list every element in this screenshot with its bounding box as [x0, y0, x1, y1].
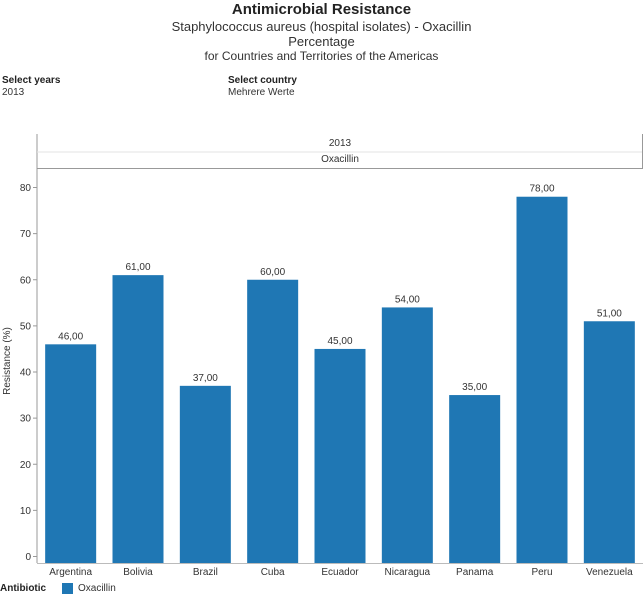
bar-venezuela[interactable]: [583, 321, 635, 563]
bar-nicaragua[interactable]: [381, 307, 433, 563]
data-label-panama: 35,00: [462, 382, 487, 393]
bar-cuba[interactable]: [247, 279, 299, 563]
y-tick-label: 30: [20, 414, 32, 425]
y-tick-label: 40: [20, 368, 32, 379]
data-label-nicaragua: 54,00: [395, 294, 420, 305]
y-tick-label: 50: [20, 321, 32, 332]
chart-header: Antimicrobial Resistance Staphylococcus …: [0, 0, 643, 63]
filter-country-value[interactable]: Mehrere Werte: [228, 87, 295, 98]
data-label-bolivia: 61,00: [125, 262, 150, 273]
x-axis: Argentina Bolivia Brazil Cuba Ecuador Nicarag…: [49, 567, 633, 578]
x-tick-label-venezuela: Venezuela: [586, 567, 633, 578]
bar-bolivia[interactable]: [112, 275, 164, 563]
y-axis: 0 10 20 30 40 50 60 70 80: [20, 183, 37, 563]
y-tick-label: 10: [20, 506, 32, 517]
filter-years-value[interactable]: 2013: [2, 87, 25, 98]
x-tick-label-cuba: Cuba: [261, 567, 285, 578]
bar-brazil[interactable]: [179, 385, 231, 563]
bar-peru[interactable]: [516, 196, 568, 563]
filter-years-label: Select years: [2, 75, 61, 86]
legend-swatch[interactable]: [62, 583, 73, 594]
x-tick-label-nicaragua: Nicaragua: [385, 567, 431, 578]
y-tick-label: 80: [20, 183, 32, 194]
data-label-peru: 78,00: [529, 184, 554, 195]
x-tick-label-bolivia: Bolivia: [123, 567, 153, 578]
filter-years[interactable]: Select years 2013: [2, 75, 60, 99]
panel-header: 2013: [329, 138, 352, 149]
chart-subtitle: Staphylococcus aureus (hospital isolates…: [171, 19, 472, 34]
bar-argentina[interactable]: [45, 344, 97, 563]
legend-title: Antibiotic: [0, 583, 47, 594]
data-label-venezuela: 51,00: [597, 308, 622, 319]
bar-ecuador[interactable]: [314, 348, 366, 563]
x-tick-label-peru: Peru: [531, 567, 552, 578]
bar-panama[interactable]: [449, 395, 501, 563]
data-label-argentina: 46,00: [58, 331, 83, 342]
unit-line: Percentage: [288, 34, 355, 49]
chart-title: Antimicrobial Resistance: [231, 1, 412, 18]
y-tick-label: 20: [20, 460, 32, 471]
x-tick-label-brazil: Brazil: [193, 567, 218, 578]
x-tick-label-panama: Panama: [456, 567, 494, 578]
bars-group: 46,00 61,00 37,00 60,00 45,00 54,00 35,00 78,00…: [45, 184, 635, 563]
x-tick-label-ecuador: Ecuador: [321, 567, 359, 578]
y-tick-label: 0: [25, 552, 31, 563]
y-axis-label: Resistance (%): [2, 327, 13, 395]
legend: Antibiotic Oxacillin: [0, 583, 116, 594]
legend-item-label[interactable]: Oxacillin: [78, 583, 116, 594]
panel-subheader: Oxacillin: [321, 154, 359, 165]
data-label-cuba: 60,00: [260, 267, 285, 278]
y-tick-label: 60: [20, 275, 32, 286]
filter-country-label: Select country: [228, 75, 297, 86]
data-label-ecuador: 45,00: [327, 336, 352, 347]
filter-country[interactable]: Select country Mehrere Werte: [228, 75, 297, 99]
region-line: for Countries and Territories of the Ame…: [204, 49, 439, 63]
x-tick-label-argentina: Argentina: [49, 567, 92, 578]
y-tick-label: 70: [20, 229, 32, 240]
data-label-brazil: 37,00: [193, 373, 218, 384]
